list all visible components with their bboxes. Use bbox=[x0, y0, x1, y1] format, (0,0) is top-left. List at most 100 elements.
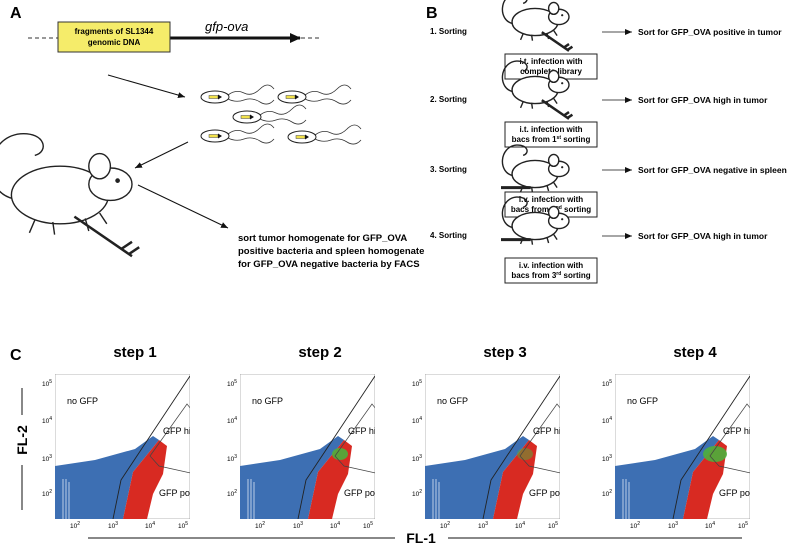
tick-base: 10 bbox=[42, 418, 50, 425]
text-part: i.v. infection with bbox=[519, 261, 583, 270]
text-part: bacs from 1 bbox=[512, 135, 557, 144]
infection-text: bacs from 1st sorting bbox=[512, 135, 591, 144]
infection-text: i.v. infection with bbox=[519, 195, 583, 204]
tick-exp: 5 bbox=[745, 521, 748, 527]
infection-text: i.v. infection with bbox=[519, 261, 583, 270]
x-tick-label: 102 bbox=[630, 521, 640, 530]
gate-label: GFP pos bbox=[719, 488, 755, 498]
gate-line bbox=[482, 375, 560, 519]
gate-high bbox=[149, 403, 190, 474]
tick-base: 10 bbox=[738, 523, 746, 530]
mouse bbox=[0, 133, 140, 258]
gate-line bbox=[112, 375, 190, 519]
mice bbox=[0, 133, 140, 258]
gate-label: GFP pos bbox=[344, 488, 380, 498]
gate-label: GFP high bbox=[348, 426, 386, 436]
gate-high bbox=[709, 403, 750, 474]
tick-base: 10 bbox=[145, 523, 153, 530]
tick-exp: 5 bbox=[370, 521, 373, 527]
step-result: Sort for GFP_OVA positive in tumor bbox=[638, 27, 782, 37]
tick-base: 10 bbox=[412, 456, 420, 463]
x-axis-label: FL-1 bbox=[406, 530, 436, 546]
tick-exp: 4 bbox=[152, 521, 155, 527]
mouse-tail bbox=[501, 60, 528, 93]
x-tick-label: 102 bbox=[255, 521, 265, 530]
gate-label: GFP high bbox=[163, 426, 201, 436]
flagella bbox=[227, 123, 275, 144]
step-label: 3. Sorting bbox=[430, 165, 467, 174]
syringe bbox=[73, 215, 140, 258]
white-streak bbox=[432, 479, 440, 519]
flagella bbox=[227, 84, 275, 105]
sort-text: sort tumor homogenate for GFP_OVA bbox=[238, 233, 407, 244]
mouse-eye bbox=[561, 218, 564, 221]
gate-label: no GFP bbox=[437, 396, 468, 406]
mouse-eye bbox=[561, 14, 564, 17]
tick-exp: 2 bbox=[77, 521, 80, 527]
high-events bbox=[703, 446, 727, 462]
mouse-ear bbox=[547, 69, 560, 84]
text-part: sorting bbox=[561, 135, 590, 144]
gfp-arrow bbox=[305, 134, 309, 140]
gfp-arrow bbox=[295, 94, 299, 100]
x-tick-label: 102 bbox=[440, 521, 450, 530]
mouse bbox=[501, 60, 574, 120]
tick-base: 10 bbox=[363, 523, 371, 530]
mouse-ear bbox=[547, 205, 560, 220]
fragment-box bbox=[57, 21, 171, 53]
text-part: bacs from 2 bbox=[511, 205, 556, 214]
high-events bbox=[332, 448, 348, 460]
tick-base: 10 bbox=[42, 381, 50, 388]
tick-base: 10 bbox=[178, 523, 186, 530]
tick-base: 10 bbox=[705, 523, 713, 530]
tick-base: 10 bbox=[412, 418, 420, 425]
infection-text: bacs from 2nd sorting bbox=[511, 205, 591, 214]
tick-exp: 4 bbox=[712, 521, 715, 527]
y-tick-label: 105 bbox=[412, 379, 422, 388]
x-tick-label: 103 bbox=[293, 521, 303, 530]
tick-exp: 2 bbox=[234, 489, 237, 495]
tick-base: 10 bbox=[515, 523, 523, 530]
tick-base: 10 bbox=[440, 523, 448, 530]
x-tick-label: 104 bbox=[145, 521, 155, 530]
tick-base: 10 bbox=[478, 523, 486, 530]
step-result: Sort for GFP_OVA high in tumor bbox=[638, 231, 768, 241]
mouse-eye bbox=[115, 178, 120, 183]
tick-exp: 4 bbox=[234, 416, 237, 422]
x-tick-label: 104 bbox=[515, 521, 525, 530]
tick-exp: 5 bbox=[234, 379, 237, 385]
tick-base: 10 bbox=[630, 523, 638, 530]
y-tick-label: 102 bbox=[42, 489, 52, 498]
mouse-eye bbox=[561, 166, 564, 169]
tick-base: 10 bbox=[548, 523, 556, 530]
mouse-legs bbox=[28, 212, 108, 235]
gfp-arrow bbox=[218, 133, 222, 139]
plot-title: step 2 bbox=[298, 344, 341, 361]
gate-label: GFP pos bbox=[529, 488, 565, 498]
gate-label: GFP high bbox=[533, 426, 571, 436]
x-tick-label: 102 bbox=[70, 521, 80, 530]
text-part: sorting bbox=[562, 205, 591, 214]
mouse-ear bbox=[547, 153, 560, 168]
negative-events bbox=[615, 436, 719, 519]
gfp-insert bbox=[295, 135, 306, 139]
tick-exp: 4 bbox=[609, 416, 612, 422]
x-tick-label: 104 bbox=[330, 521, 340, 530]
superscript: nd bbox=[556, 205, 562, 211]
white-streak bbox=[622, 479, 630, 519]
text-part: i.t. infection with bbox=[519, 57, 582, 66]
y-tick-label: 105 bbox=[227, 379, 237, 388]
x-tick-label: 105 bbox=[363, 521, 373, 530]
plot-area: no GFP GFP high GFP pos bbox=[55, 374, 201, 519]
tick-base: 10 bbox=[668, 523, 676, 530]
syringe bbox=[541, 31, 574, 52]
tick-exp: 2 bbox=[447, 521, 450, 527]
tick-exp: 2 bbox=[49, 489, 52, 495]
tick-exp: 2 bbox=[419, 489, 422, 495]
tick-base: 10 bbox=[412, 491, 420, 498]
white-streak bbox=[62, 479, 70, 519]
syringe bbox=[541, 99, 574, 120]
